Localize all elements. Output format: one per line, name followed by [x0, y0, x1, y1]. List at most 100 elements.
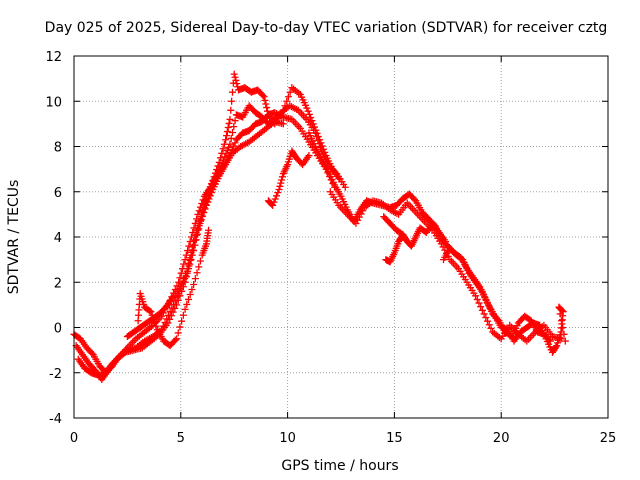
data-point	[555, 303, 563, 311]
data-point	[233, 80, 241, 88]
data-point	[228, 88, 236, 96]
data-point	[485, 321, 493, 329]
data-point	[174, 329, 182, 337]
data-point	[232, 76, 240, 84]
data-point	[88, 349, 96, 357]
data-point	[224, 123, 232, 131]
data-point	[219, 145, 227, 153]
data-point	[187, 256, 195, 264]
data-point	[202, 201, 210, 209]
y-tick-label: 6	[54, 186, 62, 201]
data-point	[278, 173, 286, 181]
x-tick-label: 20	[493, 431, 510, 446]
data-point	[179, 311, 187, 319]
data-point	[183, 300, 191, 308]
data-point	[148, 311, 156, 319]
data-point	[193, 215, 201, 223]
x-tick-label: 10	[279, 431, 296, 446]
data-point	[286, 88, 294, 96]
data-point	[271, 195, 279, 203]
data-point	[186, 238, 194, 246]
data-point	[475, 299, 483, 307]
data-point	[188, 251, 196, 259]
series-track-i	[380, 213, 450, 250]
y-tick-label: 10	[45, 95, 62, 110]
data-point	[223, 128, 231, 136]
data-point	[187, 233, 195, 241]
data-point	[227, 106, 235, 114]
data-point	[311, 129, 319, 137]
data-point	[214, 162, 222, 170]
data-point	[556, 310, 564, 318]
data-point	[225, 119, 233, 127]
y-tick-label: 8	[54, 141, 62, 156]
y-tick-label: 4	[54, 231, 62, 246]
data-point	[552, 343, 560, 351]
series-track-f	[264, 147, 313, 209]
data-point	[206, 192, 214, 200]
data-point	[176, 323, 184, 331]
data-point	[279, 120, 287, 128]
data-point	[399, 231, 407, 239]
data-point	[151, 319, 159, 327]
data-point	[174, 296, 182, 304]
y-axis-label: SDTVAR / TECUs	[6, 180, 22, 295]
series-track-g	[305, 129, 554, 345]
y-tick-label: 2	[54, 276, 62, 291]
data-point	[191, 241, 199, 249]
data-point	[275, 185, 283, 193]
data-point	[184, 265, 192, 273]
plot-grid	[74, 56, 608, 418]
data-point	[230, 70, 238, 78]
y-axis: -4 -2 0 2 4 6 8 10 12	[45, 50, 608, 427]
data-point	[269, 201, 277, 209]
data-point	[196, 257, 204, 265]
x-tick-label: 25	[600, 431, 617, 446]
data-point	[176, 292, 184, 300]
data-point	[190, 247, 198, 255]
data-point	[181, 305, 189, 313]
data-point	[198, 200, 206, 208]
data-point	[272, 192, 280, 200]
series-track-d	[123, 118, 287, 341]
data-point	[176, 274, 184, 282]
data-point	[195, 225, 203, 233]
data-point	[196, 219, 204, 227]
data-point	[193, 269, 201, 277]
data-point	[179, 265, 187, 273]
data-point	[231, 139, 239, 147]
data-point	[201, 205, 209, 213]
data-point	[314, 136, 322, 144]
data-point	[457, 255, 465, 263]
data-point	[223, 132, 231, 140]
data-point	[171, 304, 179, 312]
data-point	[561, 337, 569, 345]
data-point	[181, 256, 189, 264]
data-point	[305, 152, 313, 160]
data-point	[484, 317, 492, 325]
data-point	[277, 179, 285, 187]
data-point	[473, 295, 481, 303]
data-point	[230, 123, 238, 131]
data-point	[183, 269, 191, 277]
data-point	[222, 150, 230, 158]
data-point	[188, 285, 196, 293]
data-point	[196, 203, 204, 211]
data-point	[274, 189, 282, 197]
series-track-e	[134, 226, 213, 350]
data-point	[186, 290, 194, 298]
data-point	[309, 120, 317, 128]
data-point	[304, 107, 312, 115]
data-point	[147, 308, 155, 316]
data-point	[185, 242, 193, 250]
data-point	[189, 228, 197, 236]
y-tick-label: 12	[45, 50, 62, 65]
data-point	[559, 324, 567, 331]
data-point	[186, 260, 194, 268]
data-point	[205, 226, 213, 234]
data-point	[263, 104, 271, 112]
data-point	[178, 317, 186, 325]
data-point	[222, 136, 230, 144]
data-point	[560, 330, 568, 338]
x-axis-label: GPS time / hours	[281, 458, 398, 474]
